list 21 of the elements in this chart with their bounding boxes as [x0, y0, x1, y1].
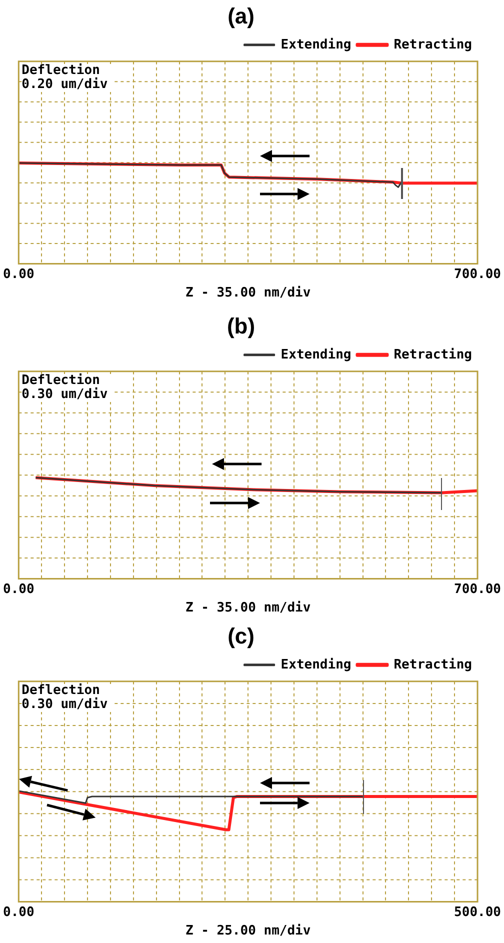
x-axis-title: Z - 25.00 nm/div [185, 924, 311, 939]
y-axis-title: Deflection 0.30 um/div [22, 373, 112, 402]
x-tick-label: 700.00 [454, 266, 502, 282]
legend-label: Retracting [394, 37, 472, 52]
x-tick-label: 500.00 [454, 904, 502, 920]
x-axis-title: Z - 35.00 nm/div [185, 286, 311, 301]
chart-title: (c) [228, 623, 254, 648]
legend-label: Retracting [394, 657, 472, 672]
x-tick-label: 0.00 [2, 266, 34, 282]
x-tick-label: 700.00 [454, 582, 502, 597]
legend-label: Retracting [394, 347, 472, 362]
legend-label: Extending [280, 347, 352, 362]
y-axis-title: Deflection 0.20 um/div [22, 63, 112, 92]
legend-label: Extending [280, 657, 352, 672]
chart-title: (a) [228, 3, 254, 28]
x-axis-title: Z - 35.00 nm/div [185, 600, 311, 616]
x-tick-label: 0.00 [2, 582, 34, 597]
x-tick-label: 0.00 [2, 904, 34, 920]
y-axis-title: Deflection 0.30 um/div [22, 683, 112, 712]
chart-title: (b) [226, 313, 256, 338]
legend-label: Extending [280, 37, 352, 52]
